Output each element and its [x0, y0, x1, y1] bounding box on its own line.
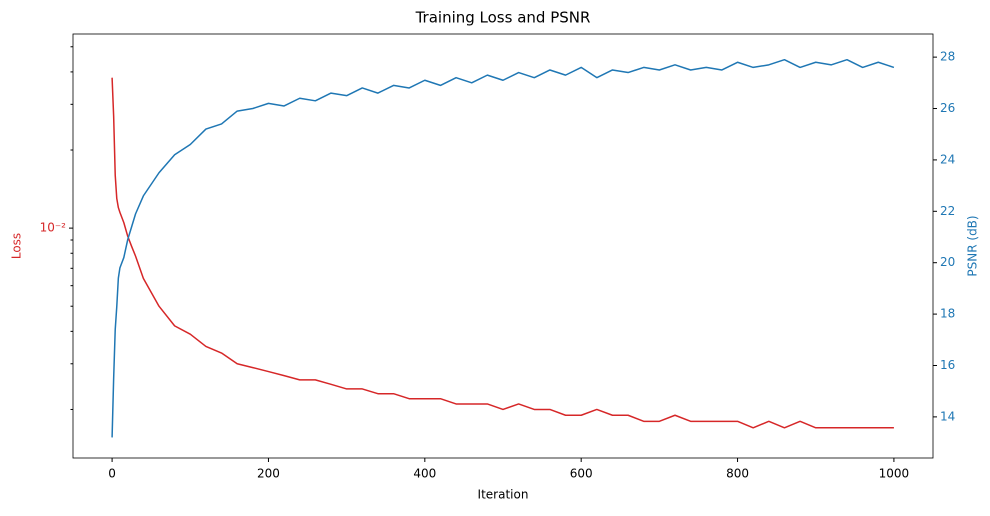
y2-tick-label: 22 — [940, 204, 955, 218]
y-tick-label: 10⁻² — [40, 221, 67, 235]
series-line — [111, 77, 894, 429]
x-tick-label: 200 — [257, 467, 280, 481]
y2-tick-label: 18 — [940, 307, 955, 321]
y2-tick-label: 20 — [940, 255, 955, 269]
y-axis-label: Loss — [10, 233, 24, 259]
y2-tick-label: 14 — [940, 409, 955, 423]
y2-tick-label: 16 — [940, 358, 955, 372]
series-line — [111, 58, 895, 438]
x-tick-label: 1000 — [879, 467, 910, 481]
y2-axis-label: PSNR (dB) — [966, 215, 980, 276]
y2-tick-label: 24 — [940, 152, 955, 166]
plot-frame — [72, 33, 934, 459]
y2-tick-label: 28 — [940, 50, 955, 64]
x-tick-label: 600 — [570, 467, 593, 481]
x-tick-label: 0 — [108, 467, 116, 481]
x-tick-label: 400 — [413, 467, 436, 481]
y2-tick-label: 26 — [940, 101, 955, 115]
x-axis-label: Iteration — [478, 488, 529, 502]
x-tick-label: 800 — [726, 467, 749, 481]
chart-title: Training Loss and PSNR — [415, 9, 591, 27]
